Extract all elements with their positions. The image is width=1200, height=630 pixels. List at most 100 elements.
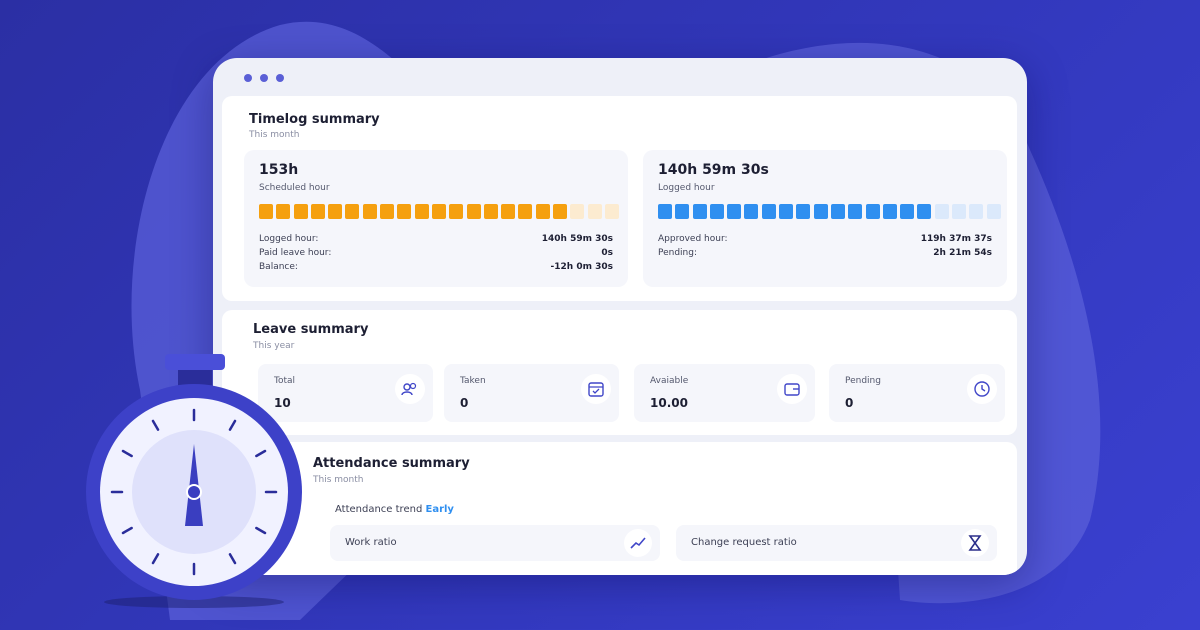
icon-glyph xyxy=(588,382,604,397)
chart-icon xyxy=(624,529,652,557)
card-label: Scheduled hour xyxy=(259,183,330,193)
segment-filled xyxy=(692,204,707,219)
dial-tick xyxy=(151,419,160,431)
item-value: 10 xyxy=(274,396,291,410)
segment-filled xyxy=(501,204,516,219)
label: Change request ratio xyxy=(691,537,797,548)
stopwatch xyxy=(86,354,302,608)
item-icon xyxy=(967,374,997,404)
leave-panel: Leave summary This year Total 10 Taken 0 Ava… xyxy=(222,310,1017,435)
trend: Attendance trend Early xyxy=(335,504,454,515)
title: Leave summary xyxy=(253,322,369,337)
label: Work ratio xyxy=(345,537,397,548)
subtitle: This year xyxy=(253,341,295,351)
segment-filled xyxy=(362,204,377,219)
segment-empty xyxy=(570,204,585,219)
item-icon xyxy=(777,374,807,404)
dial-tick xyxy=(228,419,237,431)
segment-filled xyxy=(276,204,291,219)
row-label: Approved hour: xyxy=(658,234,728,244)
dial-tick xyxy=(121,449,133,458)
row-label: Paid leave hour: xyxy=(259,248,332,258)
segment-filled xyxy=(761,204,776,219)
hourglass-icon xyxy=(961,529,989,557)
segment-filled xyxy=(310,204,325,219)
segment-filled xyxy=(259,204,273,219)
dial-tick xyxy=(228,553,237,565)
window-dots xyxy=(244,74,284,82)
detail-row: Balance: -12h 0m 30s xyxy=(259,262,613,272)
leave-item[interactable]: Pending 0 xyxy=(829,364,1005,422)
title: Attendance summary xyxy=(313,456,470,471)
row-label: Pending: xyxy=(658,248,698,258)
row-value: 2h 21m 54s xyxy=(933,248,992,258)
segment-filled xyxy=(553,204,568,219)
item-label: Avaiable xyxy=(650,376,689,386)
segment-empty xyxy=(969,204,984,219)
segment-filled xyxy=(397,204,412,219)
segment-filled xyxy=(483,204,498,219)
segment-filled xyxy=(380,204,395,219)
segment-filled xyxy=(675,204,690,219)
segment-empty xyxy=(934,204,949,219)
segment-filled xyxy=(328,204,343,219)
segment-filled xyxy=(727,204,742,219)
segment-filled xyxy=(709,204,724,219)
row-value: 0s xyxy=(601,248,613,258)
detail-row: Pending: 2h 21m 54s xyxy=(658,248,992,258)
segment-filled xyxy=(830,204,845,219)
card-value: 140h 59m 30s xyxy=(658,162,769,178)
card-value: 153h xyxy=(259,162,299,178)
change-request-ratio[interactable]: Change request ratio xyxy=(676,525,997,561)
segment-bar xyxy=(658,204,1001,219)
segment-filled xyxy=(848,204,863,219)
card-label: Logged hour xyxy=(658,183,715,193)
row-value: 119h 37m 37s xyxy=(920,234,992,244)
segment-filled xyxy=(900,204,915,219)
segment-empty xyxy=(986,204,1001,219)
detail-row: Paid leave hour: 0s xyxy=(259,248,613,258)
icon-glyph xyxy=(974,381,990,397)
segment-filled xyxy=(658,204,672,219)
segment-empty xyxy=(952,204,967,219)
item-label: Total xyxy=(274,376,296,386)
segment-filled xyxy=(518,204,533,219)
detail-row: Approved hour: 119h 37m 37s xyxy=(658,234,992,244)
row-label: Logged hour: xyxy=(259,234,319,244)
icon-glyph xyxy=(401,382,417,396)
trend-value: Early xyxy=(425,504,454,515)
segment-filled xyxy=(917,204,932,219)
row-label: Balance: xyxy=(259,262,298,272)
row-value: 140h 59m 30s xyxy=(541,234,613,244)
dial-tick xyxy=(151,553,160,565)
subtitle: This month xyxy=(249,130,300,140)
segment-filled xyxy=(796,204,811,219)
segment-empty xyxy=(604,204,619,219)
detail-row: Logged hour: 140h 59m 30s xyxy=(259,234,613,244)
segment-filled xyxy=(744,204,759,219)
dial-tick xyxy=(255,526,267,535)
segment-filled xyxy=(779,204,794,219)
dial-tick xyxy=(255,449,267,458)
segment-filled xyxy=(813,204,828,219)
leave-item[interactable]: Total 10 xyxy=(258,364,433,422)
timelog-card: 140h 59m 30s Logged hour Approved hour: 119… xyxy=(643,150,1007,287)
work-ratio[interactable]: Work ratio xyxy=(330,525,660,561)
item-value: 10.00 xyxy=(650,396,688,410)
title: Timelog summary xyxy=(249,112,380,127)
leave-item[interactable]: Avaiable 10.00 xyxy=(634,364,815,422)
icon-glyph xyxy=(784,383,800,396)
app-window: Timelog summary This month 153h Scheduled… xyxy=(213,58,1027,575)
segment-empty xyxy=(587,204,602,219)
item-label: Taken xyxy=(460,376,486,386)
segment-filled xyxy=(449,204,464,219)
leave-item[interactable]: Taken 0 xyxy=(444,364,619,422)
segment-filled xyxy=(414,204,429,219)
segment-filled xyxy=(293,204,308,219)
row-value: -12h 0m 30s xyxy=(550,262,613,272)
segment-filled xyxy=(865,204,880,219)
timelog-panel: Timelog summary This month 153h Scheduled… xyxy=(222,96,1017,301)
subtitle: This month xyxy=(313,475,364,485)
item-value: 0 xyxy=(845,396,854,410)
